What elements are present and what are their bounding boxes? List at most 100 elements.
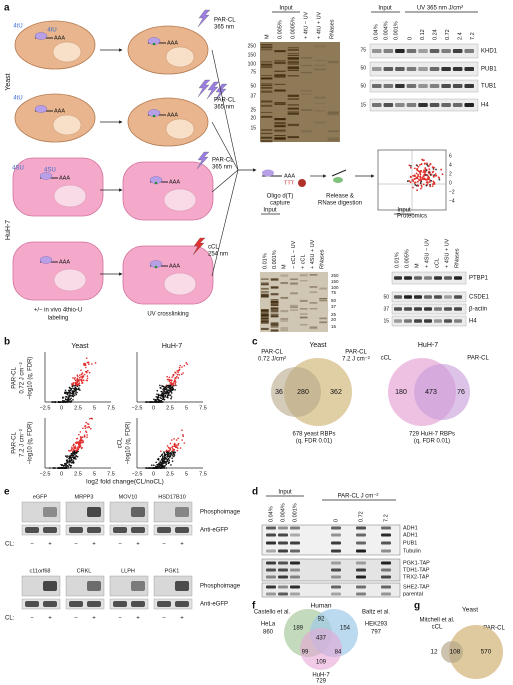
row-label: Phosphoimage bbox=[200, 510, 241, 516]
protein-dot bbox=[167, 450, 170, 452]
blot-band bbox=[278, 526, 288, 530]
gel-band bbox=[314, 68, 326, 71]
set-label: PAR-CL bbox=[261, 350, 283, 356]
cl-sign: + bbox=[136, 616, 140, 622]
blot-band bbox=[266, 561, 276, 565]
blot-band bbox=[434, 307, 442, 311]
gel-band bbox=[280, 317, 289, 320]
protein-dot bbox=[408, 180, 411, 182]
protein-dot bbox=[67, 465, 69, 468]
gel-band bbox=[287, 75, 299, 77]
gel-band bbox=[261, 322, 269, 324]
protein-dot bbox=[67, 396, 70, 398]
protein-dot bbox=[70, 400, 73, 402]
protein-dot bbox=[166, 394, 169, 397]
gel-band bbox=[270, 308, 279, 311]
protein-dot bbox=[160, 390, 163, 393]
marker-label: 20 bbox=[331, 317, 337, 322]
group-label: Input bbox=[378, 6, 392, 12]
protein-dot bbox=[429, 183, 431, 186]
protein-dot bbox=[416, 164, 418, 167]
egfp-band bbox=[25, 527, 39, 533]
gel-band bbox=[327, 111, 339, 114]
lane-label: 0.12 bbox=[420, 29, 426, 40]
protein-dot bbox=[71, 446, 73, 449]
protein-dot bbox=[178, 366, 181, 369]
protein-dot bbox=[422, 159, 425, 162]
blot-band bbox=[381, 541, 391, 545]
blot-band bbox=[381, 533, 391, 537]
protein-dot bbox=[176, 449, 179, 452]
poly-a: AAA bbox=[169, 263, 180, 269]
gel-band bbox=[287, 54, 299, 56]
protein-dot bbox=[429, 174, 432, 176]
gel-band bbox=[290, 306, 298, 309]
blot-band bbox=[454, 319, 462, 323]
poly-a: AAA bbox=[284, 173, 295, 179]
egfp-band bbox=[25, 601, 39, 607]
gel-band bbox=[261, 83, 273, 85]
protein-dot bbox=[169, 447, 171, 449]
blot-band bbox=[434, 295, 442, 299]
protein-dot bbox=[74, 376, 76, 379]
blot-band bbox=[406, 67, 417, 71]
protein-dot bbox=[185, 362, 188, 364]
protein-dot bbox=[169, 448, 172, 451]
gel-band bbox=[261, 49, 273, 51]
protein-dot bbox=[406, 180, 409, 183]
venn-count: 84 bbox=[335, 650, 342, 656]
set-label: 860 bbox=[263, 630, 274, 636]
gel-band bbox=[299, 317, 308, 319]
protein-dot bbox=[162, 455, 164, 458]
panel-label: c bbox=[252, 337, 258, 348]
blot-band bbox=[290, 561, 300, 565]
gel-band bbox=[274, 51, 286, 53]
protein-dot bbox=[160, 387, 162, 389]
marker-label: 50 bbox=[331, 298, 337, 303]
gel-band bbox=[274, 121, 286, 124]
protein-dot bbox=[70, 397, 72, 400]
bead bbox=[298, 179, 306, 187]
venn-title: HuH-7 bbox=[418, 342, 438, 349]
cl-label: CL: bbox=[5, 616, 15, 622]
panel-label: g bbox=[414, 601, 420, 612]
venn-count: 180 bbox=[395, 389, 407, 396]
gel-band bbox=[299, 280, 308, 282]
blot-band bbox=[444, 276, 452, 280]
protein-dot bbox=[426, 164, 429, 167]
venn-caption: (q, FDR 0.01) bbox=[414, 439, 450, 445]
blot-band bbox=[434, 319, 442, 323]
venn-set bbox=[414, 364, 470, 420]
nucleus bbox=[52, 114, 82, 136]
gel-band bbox=[301, 109, 313, 111]
condition: 254 nm bbox=[208, 252, 228, 258]
blot-band bbox=[395, 84, 405, 88]
gel-band bbox=[274, 50, 286, 52]
protein-dot bbox=[158, 466, 160, 469]
lane-label: + cCL bbox=[300, 254, 306, 269]
lane-label: cCL bbox=[434, 258, 440, 268]
protein-dot bbox=[178, 374, 181, 376]
phospho-band bbox=[175, 507, 189, 517]
gel-band bbox=[261, 313, 269, 316]
marker-label: 15 bbox=[360, 102, 366, 108]
protein-dot bbox=[86, 434, 88, 436]
gel-band bbox=[280, 327, 289, 330]
protein-dot bbox=[437, 176, 440, 179]
label: 4tU bbox=[13, 24, 22, 30]
protein-dot bbox=[426, 179, 428, 181]
protein-label: eGFP bbox=[33, 494, 48, 500]
gel-band bbox=[274, 83, 286, 85]
protein-dot bbox=[72, 398, 74, 401]
set-label: PAR-CL bbox=[483, 626, 505, 632]
protein-dot bbox=[428, 170, 431, 173]
gel-band bbox=[309, 327, 318, 330]
blot-band bbox=[452, 67, 463, 71]
panel-label: a bbox=[4, 3, 10, 14]
protein bbox=[39, 256, 53, 264]
gel-band bbox=[270, 323, 279, 326]
protein-dot bbox=[179, 364, 181, 367]
marker-label: 37 bbox=[383, 306, 389, 312]
protein-dot bbox=[54, 467, 57, 469]
protein-dot bbox=[66, 460, 68, 463]
